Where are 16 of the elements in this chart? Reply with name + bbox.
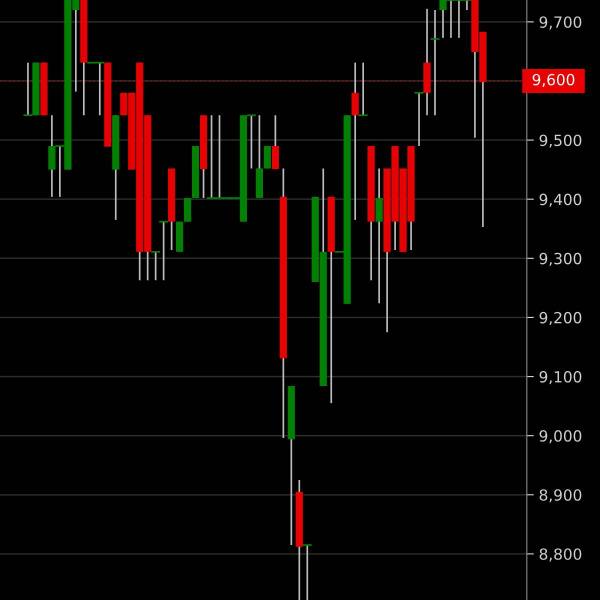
y-tick-label: 9,500 <box>540 134 582 148</box>
candlestick <box>264 145 271 170</box>
y-tick-label: 9,300 <box>540 252 582 266</box>
y-tick-label: 9,100 <box>540 371 582 384</box>
y-tick-label: 9,700 <box>540 16 582 30</box>
candlestick <box>430 9 440 116</box>
candlestick <box>272 114 279 170</box>
y-tick-label: 8,900 <box>540 489 582 502</box>
y-tick-label: 9,000 <box>540 430 582 444</box>
y-tick-label: 8,800 <box>540 548 582 562</box>
candlestick <box>414 92 424 147</box>
candlestick <box>184 197 192 223</box>
y-tick-label: 9,400 <box>540 194 582 207</box>
y-tick-label: 9,200 <box>540 312 582 326</box>
candlestick <box>376 168 383 304</box>
ref-line-label: 9,600 <box>532 74 574 87</box>
